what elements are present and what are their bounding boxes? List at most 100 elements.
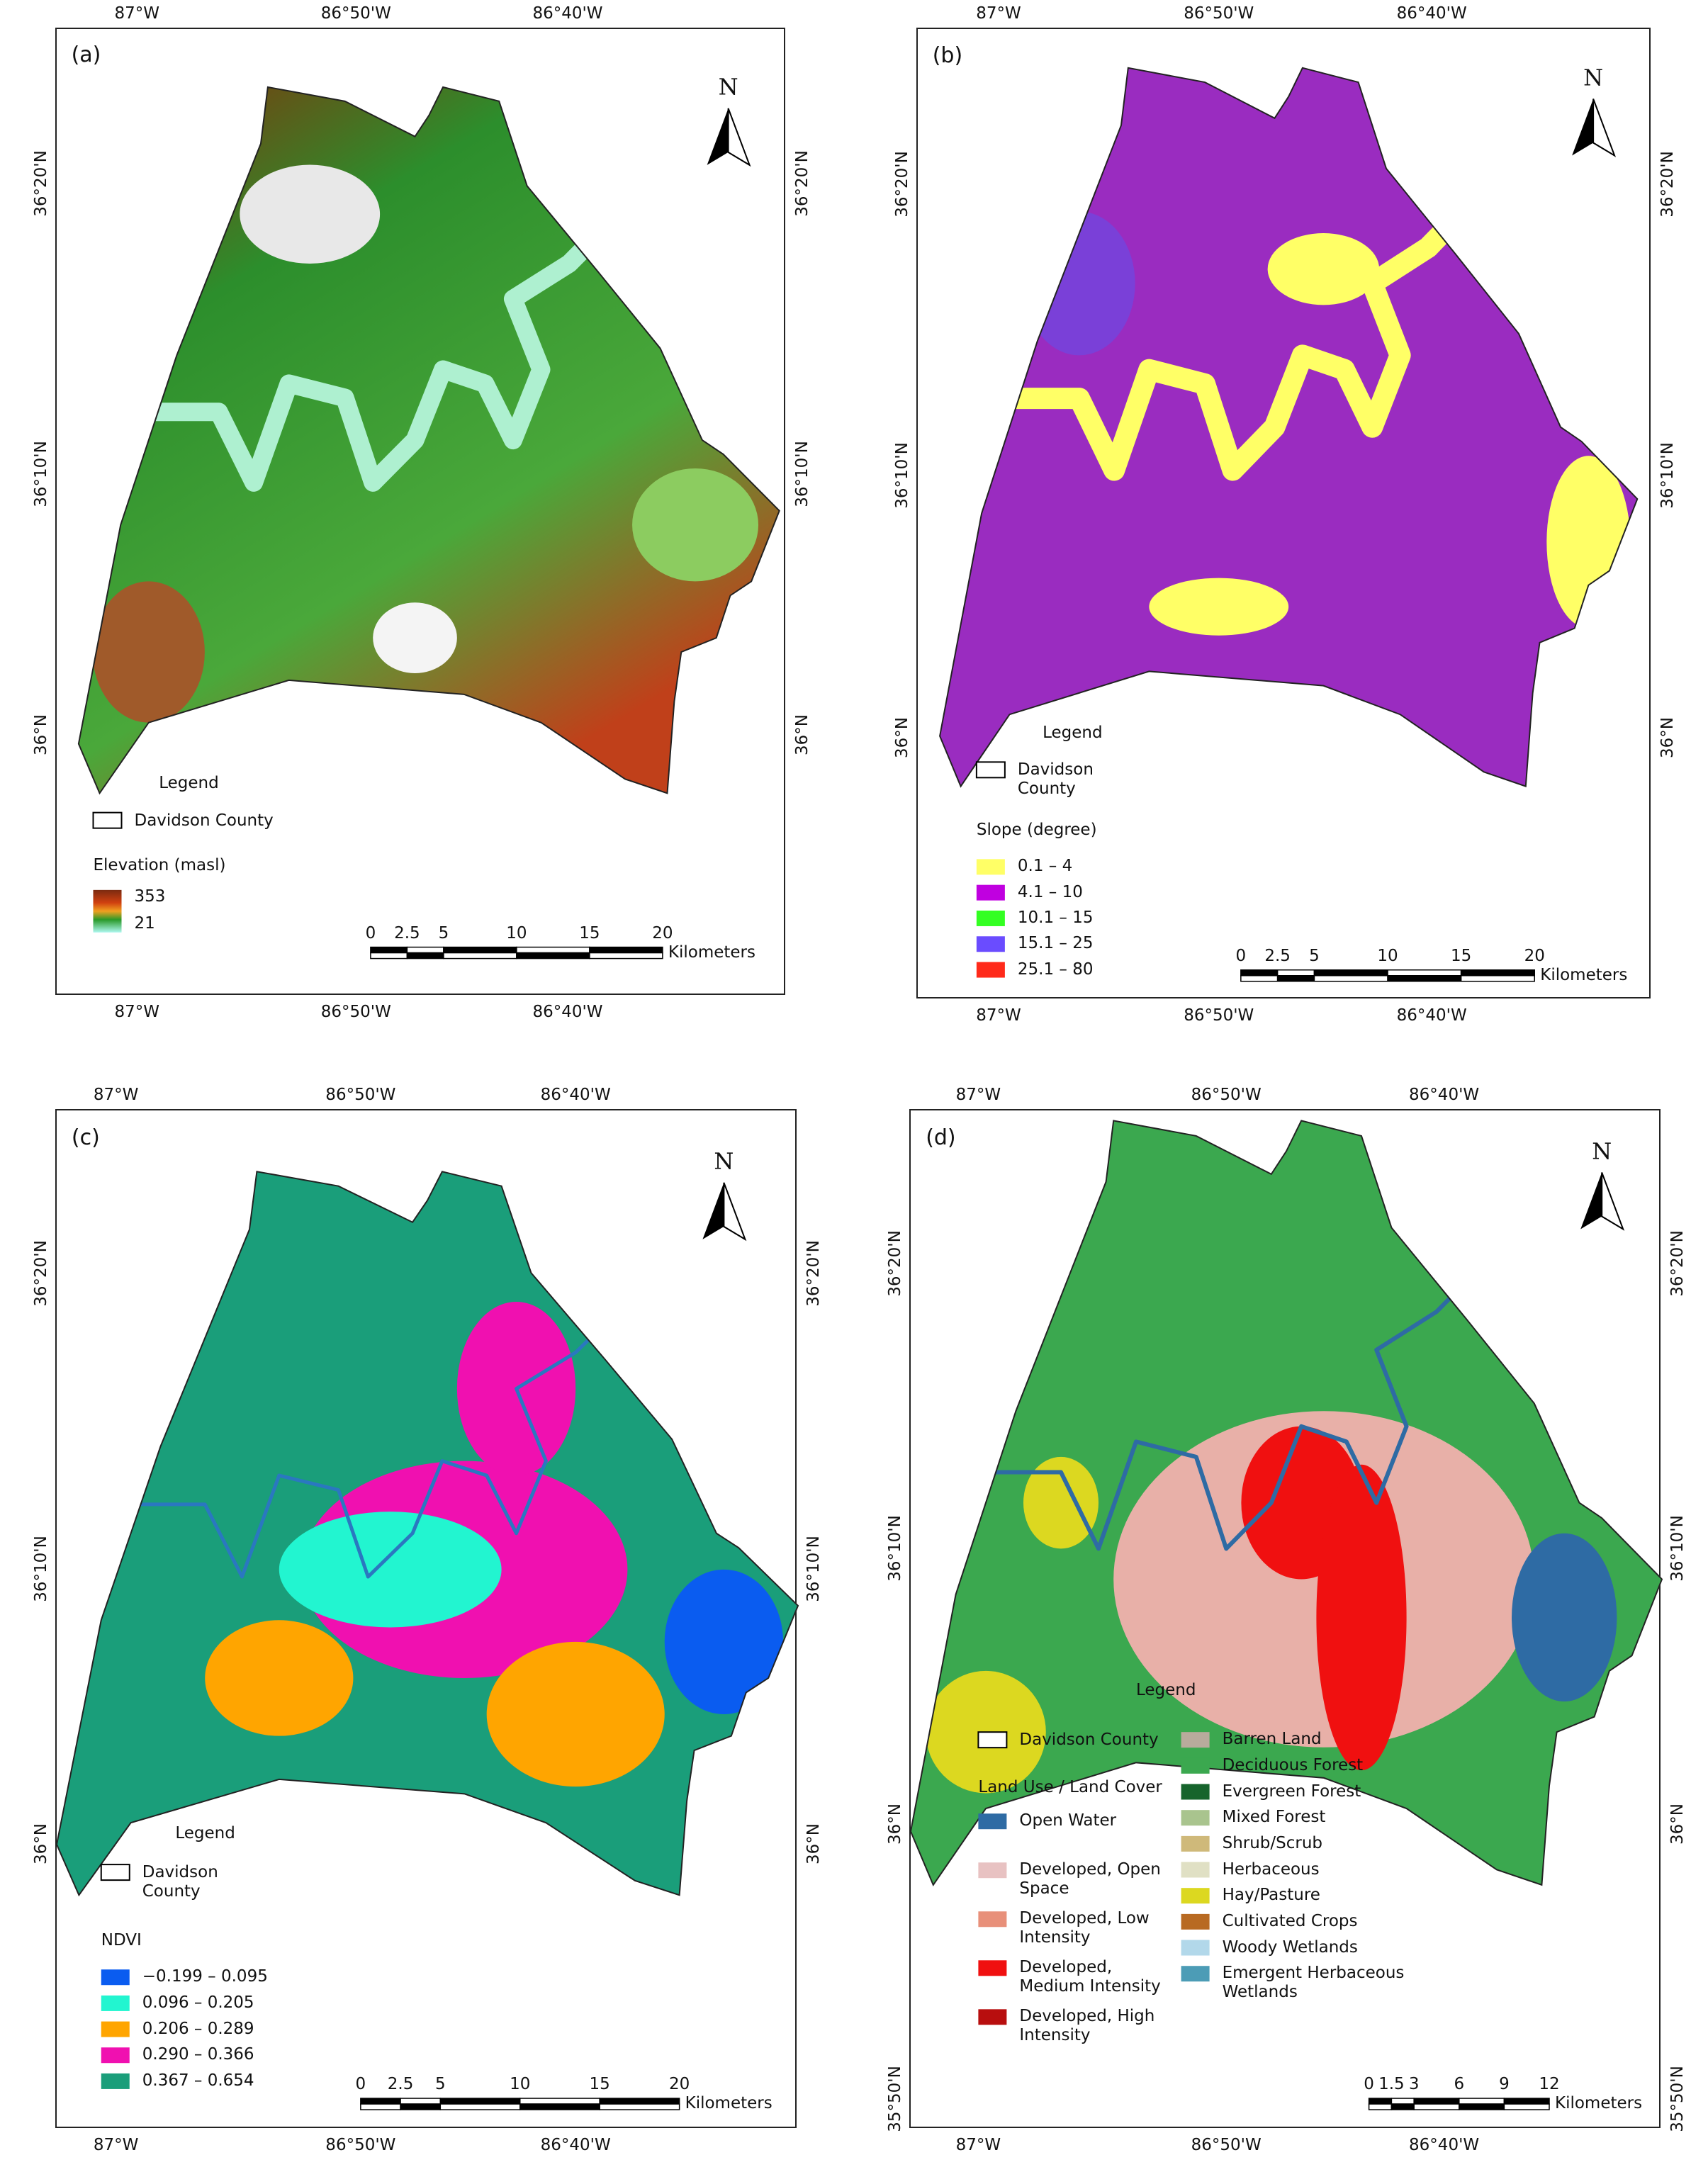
latitude-label: 36°10'N [31, 441, 50, 507]
legend-label: Developed, Open Space [1019, 1860, 1161, 1898]
county-boundary [909, 1120, 1663, 1886]
north-arrow-left [707, 108, 729, 165]
longitude-label: 87°W [114, 1002, 160, 1021]
latitude-label: 36°10'N [804, 1536, 823, 1602]
map-panel: (d) N 87°W 86°50'W 86°40'W 87°W 86°50'W 86°40'W… [886, 1086, 1687, 2154]
map-graphics [55, 1171, 799, 2110]
county-fill [78, 86, 780, 794]
longitude-label: 86°40'W [540, 2135, 611, 2154]
scale-tick-label: 5 [1309, 946, 1320, 965]
latitude-label: 36°10'N [792, 441, 811, 507]
map-graphics [77, 86, 780, 960]
land-patch [279, 1512, 502, 1628]
longitude-label: 86°40'W [1409, 2135, 1480, 2154]
scale-tick-label: 20 [1524, 946, 1545, 965]
scale-tick-label: 5 [438, 923, 449, 942]
land-patch [205, 1620, 354, 1736]
scale-tick-label: 2.5 [1264, 946, 1291, 965]
map-graphics [939, 67, 1639, 982]
legend-label: 0.096 – 0.205 [142, 1993, 254, 2012]
scale-segment [443, 946, 517, 954]
land-patch [240, 164, 381, 264]
boundary-swatch [975, 761, 1006, 779]
legend-section-title: Slope (degree) [976, 820, 1097, 839]
latitude-label: 36°20'N [1668, 1230, 1687, 1297]
legend-label: Deciduous Forest [1222, 1755, 1364, 1774]
scale-segment [1503, 2098, 1550, 2105]
longitude-label: 86°40'W [1396, 4, 1467, 23]
north-arrow-left [1572, 99, 1594, 156]
legend-label: Hay/Pasture [1222, 1886, 1320, 1905]
legend-swatch [101, 1995, 130, 2011]
land-cover [92, 164, 759, 723]
legend-label: Developed, Medium Intensity [1019, 1958, 1161, 1996]
scale-segment [599, 2098, 680, 2105]
scale-segment [439, 2103, 521, 2110]
longitude-label: 86°40'W [532, 4, 603, 23]
elevation-ramp [93, 889, 122, 933]
river [116, 1307, 622, 1579]
legend-label: Developed, Low Intensity [1019, 1909, 1150, 1947]
scale-segment [1240, 969, 1279, 977]
scale-tick-label: 9 [1499, 2074, 1510, 2093]
scale-unit: Kilometers [1540, 965, 1628, 984]
scale-segment [1460, 975, 1535, 982]
latitude-label: 36°N [885, 1803, 904, 1845]
panel-label: (d) [926, 1125, 956, 1150]
legend-swatch [1181, 1862, 1210, 1878]
land-patch [1546, 456, 1631, 629]
legend-swatch [1181, 1835, 1210, 1852]
latitude-label: 36°10'N [885, 1515, 904, 1582]
longitude-label: 86°50'W [325, 2135, 396, 2154]
longitude-label: 86°50'W [1184, 1006, 1254, 1025]
legend-swatch [1181, 1888, 1210, 1904]
north-label: N [1592, 1137, 1612, 1165]
land-patch [632, 468, 759, 582]
longitude-label: 87°W [93, 1085, 139, 1104]
scale-segment [1368, 2103, 1393, 2110]
scale-tick-label: 0 [355, 2074, 366, 2093]
scale-segment [1413, 2098, 1460, 2105]
panel-label: (a) [71, 43, 101, 68]
legend-swatch [976, 936, 1005, 952]
latitude-label: 36°N [804, 1823, 823, 1865]
scale-segment [1313, 975, 1388, 982]
legend-swatch [101, 2073, 130, 2089]
legend-swatch [1181, 1913, 1210, 1930]
land-patch [1023, 1456, 1099, 1549]
land-cover [116, 1302, 784, 1787]
land-patch [1316, 1464, 1407, 1771]
legend-swatch [1181, 1784, 1210, 1800]
scale-segment [519, 2103, 600, 2110]
scale-tick-label: 10 [506, 923, 527, 942]
panel-label: (c) [71, 1125, 100, 1150]
legend-section-title: NDVI [101, 1930, 142, 1949]
latitude-label: 36°N [31, 714, 50, 756]
latitude-label: 36°20'N [31, 1240, 50, 1307]
scale-segment [516, 946, 590, 954]
legend-label: Davidson County [1019, 1731, 1159, 1750]
scale-segment [439, 2098, 521, 2105]
legend-label: Davidson County [1017, 760, 1094, 798]
land-cover [995, 196, 1631, 636]
scale-segment [360, 2103, 401, 2110]
latitude-label: 36°N [892, 717, 911, 759]
scale-segment [1368, 2098, 1393, 2105]
scale-tick-label: 15 [579, 923, 600, 942]
latitude-label: 36°10'N [1668, 1515, 1687, 1582]
legend-label: Barren Land [1222, 1730, 1322, 1749]
scale-segment [443, 952, 517, 960]
land-patch [1512, 1533, 1617, 1702]
longitude-label: 87°W [976, 4, 1021, 23]
legend-label: Davidson County [142, 1863, 218, 1901]
scale-segment [1276, 975, 1315, 982]
scale-segment [1503, 2103, 1550, 2110]
river [135, 215, 618, 492]
scale-segment [589, 952, 663, 960]
land-patch [373, 602, 457, 673]
scale-tick-label: 0 [365, 923, 376, 942]
scale-unit: Kilometers [685, 2094, 772, 2113]
county-boundary [55, 1171, 799, 1897]
scale-segment [360, 2098, 401, 2105]
scale-tick-label: 5 [434, 2074, 446, 2093]
